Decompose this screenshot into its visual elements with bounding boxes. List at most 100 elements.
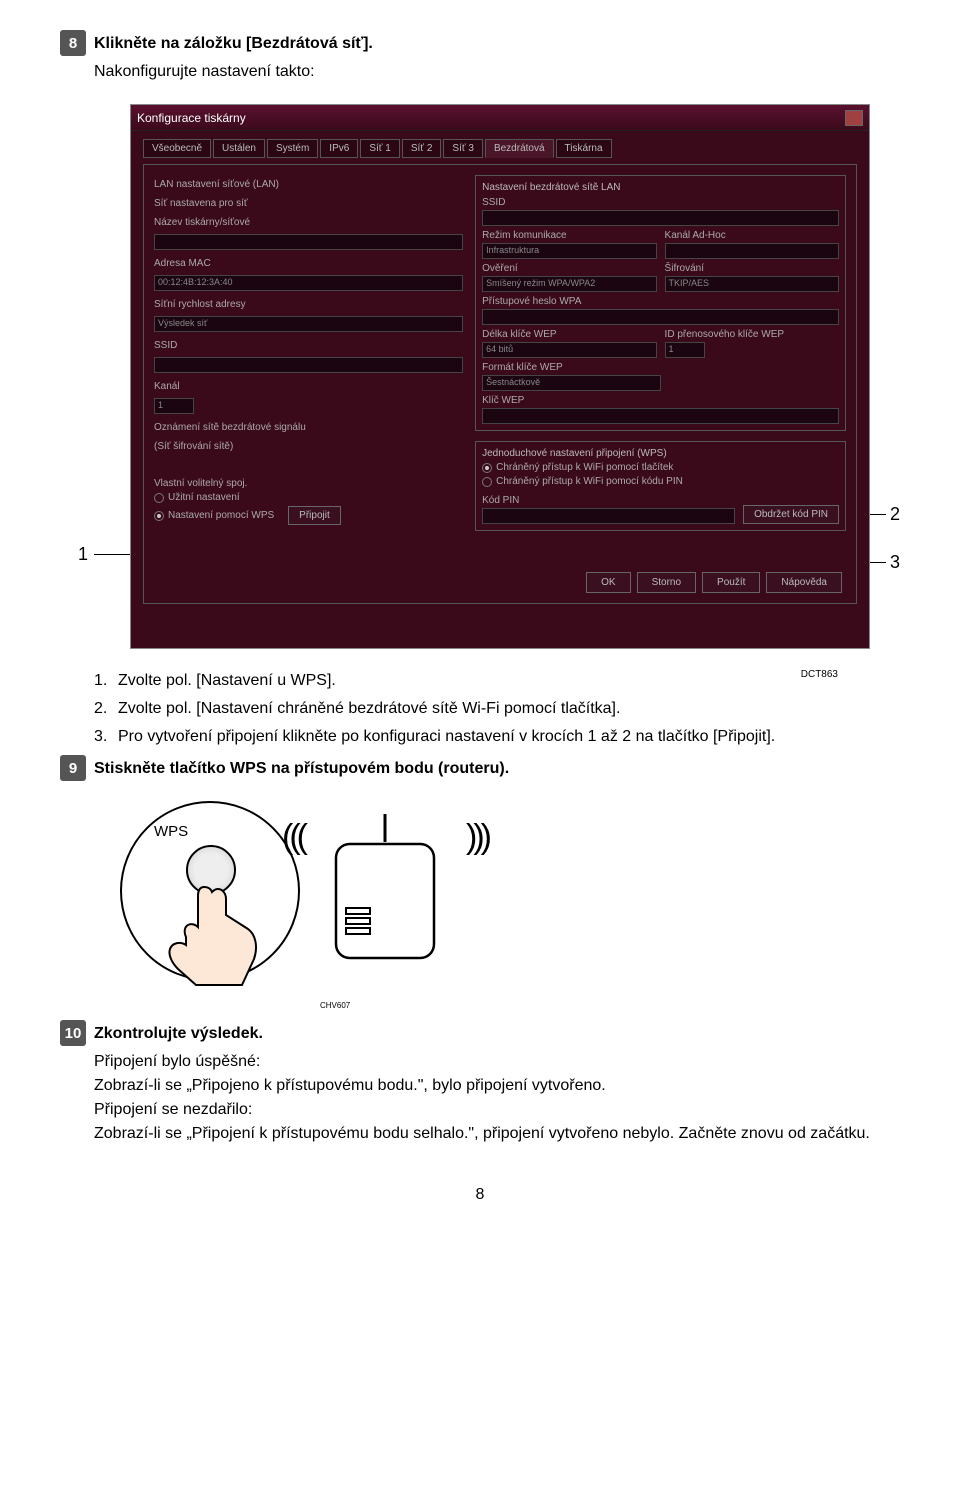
encrypt-label: Oznámení sítě bezdrátové signálu xyxy=(154,422,463,433)
vlastni-label: Vlastní volitelný spoj. xyxy=(154,478,463,489)
tab-6[interactable]: Síť 3 xyxy=(443,139,483,158)
left-bottom-group: Vlastní volitelný spoj. Užitní nastavení… xyxy=(154,474,463,528)
link-label: Síťní rychlost adresy xyxy=(154,299,463,310)
mode-field[interactable]: Infrastruktura xyxy=(482,243,656,259)
radio-dot-icon xyxy=(482,463,492,473)
screenshot-ident: DCT863 xyxy=(801,669,838,680)
radio-wps-label: Nastavení pomocí WPS xyxy=(168,510,274,521)
wps-group-title: Jednoduchové nastavení připojení (WPS) xyxy=(482,448,839,459)
weplen-field[interactable]: 64 bitů xyxy=(482,342,656,358)
wepkey-field[interactable] xyxy=(482,408,839,424)
wpa-field[interactable] xyxy=(482,309,839,325)
radio-wps-button-label: Chráněný přístup k WiFi pomocí tlačítek xyxy=(496,462,673,473)
ssid-l-field xyxy=(154,357,463,373)
step-8-text1: Klikněte na záložku [Bezdrátová síť]. xyxy=(94,30,373,56)
figure-ident: CHV607 xyxy=(320,1001,900,1010)
step-8-line1: 8 Klikněte na záložku [Bezdrátová síť]. xyxy=(60,30,900,56)
wepfmt-label: Formát klíče WEP xyxy=(482,362,839,373)
mac-label: Adresa MAC xyxy=(154,258,463,269)
step-10-text: Zkontrolujte výsledek. xyxy=(94,1020,263,1046)
radio-dot-icon xyxy=(154,493,164,503)
step-8-number: 8 xyxy=(60,30,86,56)
callout-1: 1 xyxy=(78,544,88,565)
step-9-line: 9 Stiskněte tlačítko WPS na přístupovém … xyxy=(60,755,900,781)
chan-l-label: Kanál xyxy=(154,381,463,392)
close-icon[interactable] xyxy=(845,110,863,126)
wave-left-icon: ((( xyxy=(282,818,304,857)
step-10-ok-title: Připojení bylo úspěšné: xyxy=(94,1050,900,1074)
step-10-line: 10 Zkontrolujte výsledek. xyxy=(60,1020,900,1046)
tab-1[interactable]: Ustálen xyxy=(213,139,265,158)
config-titlebar: Konfigurace tiskárny xyxy=(131,105,869,131)
get-pin-button[interactable]: Obdržet kód PIN xyxy=(743,505,839,524)
config-inner: LAN nastavení síťové (LAN) Síť nastavena… xyxy=(143,164,857,604)
radio-dot-on-icon xyxy=(154,511,164,521)
ok-button[interactable]: OK xyxy=(586,572,630,593)
step-9-text: Stiskněte tlačítko WPS na přístupovém bo… xyxy=(94,755,509,781)
config-window: Konfigurace tiskárny Všeobecně Ustálen S… xyxy=(130,104,870,649)
tab-5[interactable]: Síť 2 xyxy=(402,139,442,158)
step-10-fail-title: Připojení se nezdařilo: xyxy=(94,1098,900,1122)
tab-2[interactable]: Systém xyxy=(267,139,318,158)
r-ssid-label: SSID xyxy=(482,197,839,208)
sublist-2-num: 2. xyxy=(94,697,118,721)
config-tabs: Všeobecně Ustálen Systém IPv6 Síť 1 Síť … xyxy=(143,139,857,158)
encrypt-val: (Síť šifrování sítě) xyxy=(154,441,463,452)
step-9-number: 9 xyxy=(60,755,86,781)
tab-3[interactable]: IPv6 xyxy=(320,139,358,158)
apply-button[interactable]: Použít xyxy=(702,572,760,593)
wepid-field[interactable]: 1 xyxy=(665,342,705,358)
lan-title: LAN nastavení síťové (LAN) xyxy=(154,179,463,190)
callout-3: 3 xyxy=(890,552,900,573)
radio-wps[interactable]: Nastavení pomocí WPS Připojit xyxy=(154,506,463,525)
tab-7[interactable]: Bezdrátová xyxy=(485,139,554,158)
weplen-label: Délka klíče WEP xyxy=(482,329,656,340)
wps-group: Jednoduchové nastavení připojení (WPS) C… xyxy=(475,441,846,531)
radio-wps-pin-label: Chráněný přístup k WiFi pomocí kódu PIN xyxy=(496,476,683,487)
tab-0[interactable]: Všeobecně xyxy=(143,139,211,158)
mac-field: 00:12:4B:12:3A:40 xyxy=(154,275,463,291)
lan-name-label: Název tiskárny/síťové xyxy=(154,217,463,228)
tab-4[interactable]: Síť 1 xyxy=(360,139,400,158)
radio-wps-pin[interactable]: Chráněný přístup k WiFi pomocí kódu PIN xyxy=(482,476,839,487)
wave-right-icon: ))) xyxy=(466,818,488,857)
radio-uzitni[interactable]: Užitní nastavení xyxy=(154,492,463,503)
radio-dot-icon xyxy=(482,477,492,487)
auth-field[interactable]: Smíšený režim WPA/WPA2 xyxy=(482,276,656,292)
pin-field[interactable] xyxy=(482,508,735,524)
sublist-2: 2. Zvolte pol. [Nastavení chráněné bezdr… xyxy=(94,697,900,721)
tab-8[interactable]: Tiskárna xyxy=(556,139,612,158)
page-number: 8 xyxy=(60,1186,900,1204)
wlan-group: Nastavení bezdrátové sítě LAN SSID Režim… xyxy=(475,175,846,431)
config-left-col: LAN nastavení síťové (LAN) Síť nastavena… xyxy=(154,175,463,593)
adhoc-label: Kanál Ad-Hoc xyxy=(665,230,839,241)
config-screenshot-wrap: 1 2 3 Konfigurace tiskárny Všeobecně Ust… xyxy=(80,104,900,649)
wlan-group-title: Nastavení bezdrátové sítě LAN xyxy=(482,182,839,193)
lan-name-field[interactable] xyxy=(154,234,463,250)
link-field: Výsledek síť xyxy=(154,316,463,332)
sublist-2-text: Zvolte pol. [Nastavení chráněné bezdráto… xyxy=(118,697,620,721)
radio-wps-button[interactable]: Chráněný přístup k WiFi pomocí tlačítek xyxy=(482,462,839,473)
config-title: Konfigurace tiskárny xyxy=(137,111,246,125)
sublist-3: 3. Pro vytvoření připojení klikněte po k… xyxy=(94,725,900,749)
step-10-fail-body: Zobrazí-li se „Připojení k přístupovému … xyxy=(94,1122,900,1146)
router-svg-icon xyxy=(330,814,440,964)
r-ssid-field[interactable] xyxy=(482,210,839,226)
enc-field[interactable]: TKIP/AES xyxy=(665,276,839,292)
wepfmt-field[interactable]: Šestnáctkově xyxy=(482,375,660,391)
router-icon: ((( ))) xyxy=(330,814,440,969)
mode-label: Režim komunikace xyxy=(482,230,656,241)
help-button[interactable]: Nápověda xyxy=(766,572,842,593)
cancel-button[interactable]: Storno xyxy=(637,572,696,593)
wpa-label: Přístupové heslo WPA xyxy=(482,296,839,307)
wepkey-label: Klíč WEP xyxy=(482,395,839,406)
wps-device-circle: WPS xyxy=(120,801,300,981)
wps-label: WPS xyxy=(154,823,188,840)
adhoc-field[interactable] xyxy=(665,243,839,259)
config-body: Všeobecně Ustálen Systém IPv6 Síť 1 Síť … xyxy=(131,131,869,612)
wps-figure: WPS ((( ))) xyxy=(120,801,900,981)
chan-l-field: 1 xyxy=(154,398,194,414)
step-10-number: 10 xyxy=(60,1020,86,1046)
sublist-1-text: Zvolte pol. [Nastavení u WPS]. xyxy=(118,669,336,693)
pripojit-button[interactable]: Připojit xyxy=(288,506,341,525)
